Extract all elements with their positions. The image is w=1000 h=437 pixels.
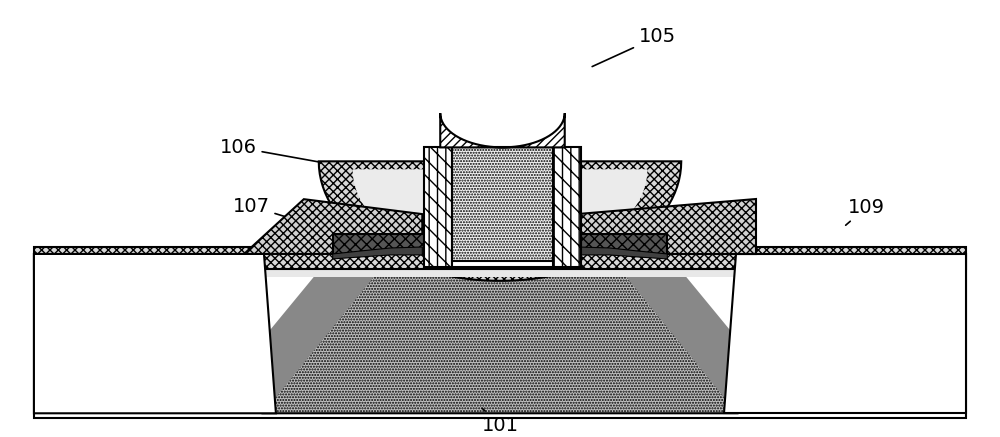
Polygon shape [263, 254, 392, 413]
Polygon shape [578, 199, 756, 254]
Bar [581, 234, 667, 254]
Text: 101: 101 [482, 408, 518, 435]
Bar [424, 147, 452, 267]
Text: 108: 108 [826, 247, 885, 267]
Bar [34, 269, 966, 277]
Bar [34, 254, 966, 418]
Text: 106: 106 [220, 138, 346, 167]
Text: 109: 109 [846, 198, 885, 225]
Text: 102: 102 [35, 299, 114, 318]
Polygon shape [724, 254, 966, 413]
Bar [34, 247, 966, 269]
Polygon shape [333, 247, 422, 259]
Polygon shape [440, 113, 565, 147]
Text: 107: 107 [233, 197, 323, 228]
Polygon shape [34, 254, 276, 413]
Bar [333, 234, 424, 254]
Bar [452, 261, 553, 267]
Polygon shape [353, 169, 647, 264]
Bar [553, 147, 581, 267]
Polygon shape [319, 161, 681, 281]
Polygon shape [244, 199, 422, 254]
Text: 104: 104 [584, 183, 641, 208]
Bar [452, 147, 553, 267]
Polygon shape [578, 247, 667, 259]
Polygon shape [263, 254, 737, 413]
Polygon shape [608, 254, 737, 413]
Text: 105: 105 [592, 28, 676, 66]
